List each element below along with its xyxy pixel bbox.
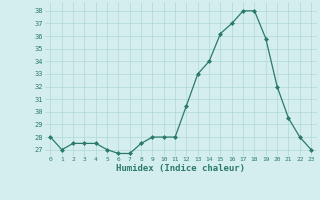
X-axis label: Humidex (Indice chaleur): Humidex (Indice chaleur)	[116, 164, 245, 173]
